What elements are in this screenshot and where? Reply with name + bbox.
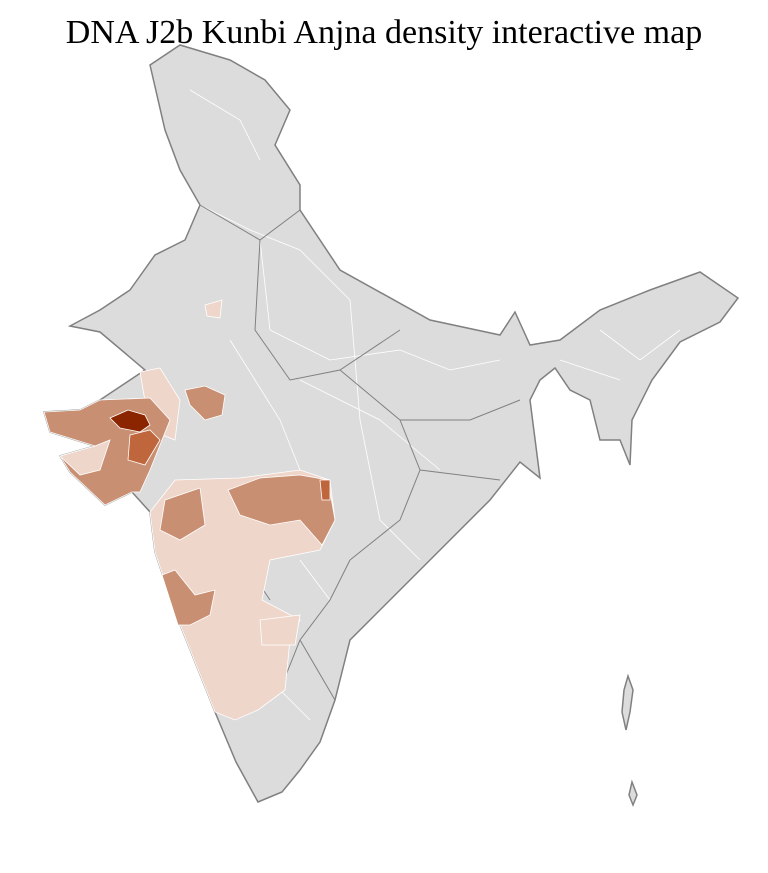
region-medium-vidarbha[interactable] — [227, 474, 336, 546]
district-lines — [189, 89, 681, 721]
region-low-maharashtra[interactable] — [149, 469, 336, 721]
region-high-gondia[interactable] — [319, 479, 331, 501]
region-low-telangana[interactable] — [259, 614, 301, 646]
region-medium-konkan[interactable] — [161, 569, 216, 626]
region-medium-mp[interactable] — [184, 385, 226, 421]
region-high-gujarat[interactable] — [127, 429, 161, 466]
region-low-saurashtra[interactable] — [59, 439, 111, 476]
region-highest-north-gujarat[interactable] — [109, 409, 151, 433]
region-medium-nashik[interactable] — [159, 487, 206, 541]
region-low-rajasthan-west[interactable] — [204, 299, 223, 319]
density-regions — [43, 299, 336, 721]
map-title: DNA J2b Kunbi Anjna density interactive … — [65, 14, 703, 51]
andaman-islands[interactable] — [621, 673, 638, 808]
